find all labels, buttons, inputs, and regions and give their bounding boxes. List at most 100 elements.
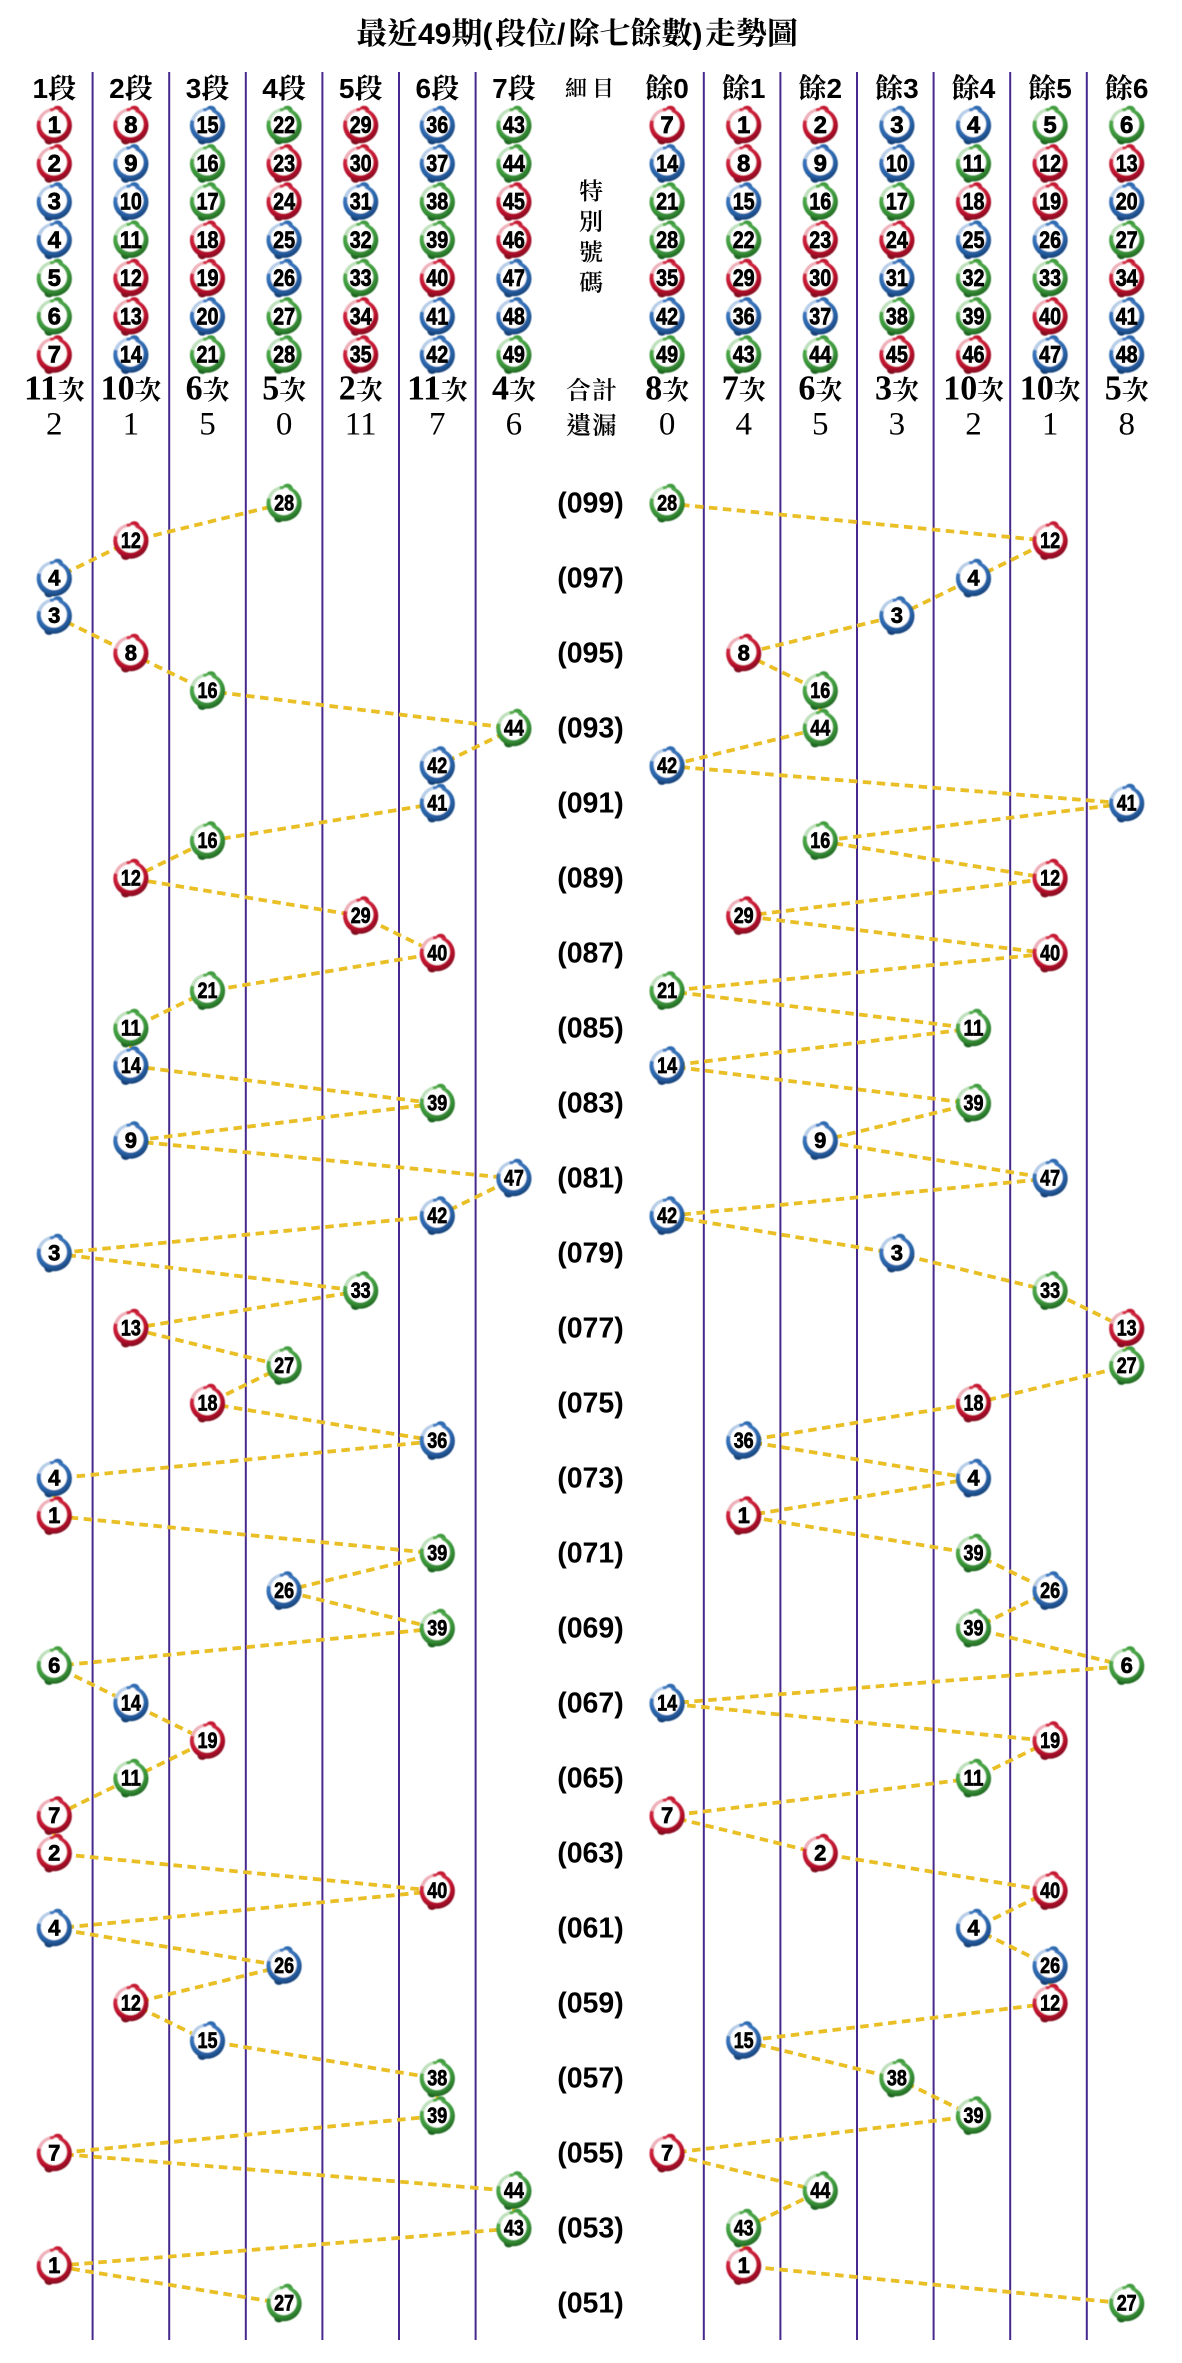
svg-text:28: 28 bbox=[273, 342, 295, 369]
svg-text:18: 18 bbox=[963, 189, 985, 216]
svg-text:3: 3 bbox=[875, 369, 892, 408]
svg-text:27: 27 bbox=[273, 303, 295, 330]
svg-text:38: 38 bbox=[887, 2065, 907, 2090]
svg-text:2: 2 bbox=[965, 407, 982, 443]
svg-text:39: 39 bbox=[427, 1090, 447, 1115]
svg-text:7: 7 bbox=[661, 2140, 673, 2165]
svg-text:6: 6 bbox=[1133, 73, 1149, 104]
svg-text:10: 10 bbox=[101, 369, 135, 408]
svg-text:29: 29 bbox=[351, 903, 371, 928]
svg-text:30: 30 bbox=[350, 150, 372, 177]
svg-text:33: 33 bbox=[351, 1278, 371, 1303]
svg-text:16: 16 bbox=[810, 678, 830, 703]
svg-text:29: 29 bbox=[734, 903, 754, 928]
svg-text:0: 0 bbox=[659, 407, 676, 443]
svg-text:2: 2 bbox=[109, 73, 125, 104]
svg-text:44: 44 bbox=[504, 715, 525, 740]
svg-text:48: 48 bbox=[503, 303, 525, 330]
svg-text:11: 11 bbox=[345, 407, 377, 443]
svg-text:4: 4 bbox=[48, 1465, 61, 1490]
svg-text:16: 16 bbox=[198, 828, 218, 853]
svg-text:1: 1 bbox=[738, 2253, 750, 2278]
svg-text:43: 43 bbox=[503, 112, 525, 139]
svg-text:4: 4 bbox=[48, 565, 61, 590]
svg-text:30: 30 bbox=[809, 265, 831, 292]
svg-text:45: 45 bbox=[886, 342, 908, 369]
svg-text:5: 5 bbox=[1056, 73, 1072, 104]
svg-text:6: 6 bbox=[506, 407, 523, 443]
svg-text:(097): (097) bbox=[557, 563, 624, 595]
svg-text:13: 13 bbox=[1116, 150, 1138, 177]
svg-text:40: 40 bbox=[427, 940, 447, 965]
svg-text:1: 1 bbox=[48, 1503, 60, 1528]
svg-text:(061): (061) bbox=[557, 1913, 624, 1945]
svg-text:5: 5 bbox=[199, 407, 216, 443]
svg-text:7: 7 bbox=[429, 407, 446, 443]
svg-text:27: 27 bbox=[1116, 227, 1138, 254]
svg-text:6: 6 bbox=[48, 303, 61, 330]
svg-text:19: 19 bbox=[197, 265, 219, 292]
svg-text:1: 1 bbox=[750, 73, 766, 104]
svg-text:47: 47 bbox=[504, 1165, 524, 1190]
svg-text:(075): (075) bbox=[557, 1388, 624, 1420]
svg-text:15: 15 bbox=[733, 189, 755, 216]
svg-text:44: 44 bbox=[503, 150, 526, 177]
svg-text:39: 39 bbox=[964, 1090, 984, 1115]
svg-text:6: 6 bbox=[1121, 1653, 1133, 1678]
svg-text:36: 36 bbox=[426, 112, 448, 139]
svg-text:4: 4 bbox=[492, 369, 509, 408]
svg-text:9: 9 bbox=[125, 1128, 137, 1153]
svg-text:44: 44 bbox=[504, 2178, 525, 2203]
svg-text:3: 3 bbox=[890, 112, 903, 139]
svg-text:1: 1 bbox=[123, 407, 140, 443]
svg-text:3: 3 bbox=[891, 603, 903, 628]
svg-text:49: 49 bbox=[503, 342, 525, 369]
svg-text:5: 5 bbox=[1105, 369, 1122, 408]
svg-text:45: 45 bbox=[503, 189, 525, 216]
svg-text:(077): (077) bbox=[557, 1313, 624, 1345]
svg-text:39: 39 bbox=[964, 1540, 984, 1565]
svg-text:17: 17 bbox=[197, 189, 219, 216]
svg-text:11: 11 bbox=[964, 1765, 984, 1790]
svg-text:15: 15 bbox=[197, 112, 219, 139]
svg-text:2: 2 bbox=[339, 369, 356, 408]
svg-text:2: 2 bbox=[46, 407, 63, 443]
svg-text:42: 42 bbox=[656, 303, 678, 330]
svg-text:14: 14 bbox=[657, 1053, 678, 1078]
svg-text:6: 6 bbox=[186, 369, 203, 408]
svg-text:39: 39 bbox=[427, 1540, 447, 1565]
svg-text:(057): (057) bbox=[557, 2063, 624, 2095]
svg-text:40: 40 bbox=[427, 1878, 447, 1903]
svg-text:8: 8 bbox=[737, 150, 750, 177]
svg-text:34: 34 bbox=[350, 303, 373, 330]
svg-text:6: 6 bbox=[48, 1653, 60, 1678]
svg-text:4: 4 bbox=[735, 407, 752, 443]
svg-text:2: 2 bbox=[48, 150, 61, 177]
svg-text:(091): (091) bbox=[557, 788, 624, 820]
svg-text:7: 7 bbox=[492, 73, 508, 104]
svg-text:(055): (055) bbox=[557, 2138, 624, 2170]
svg-text:26: 26 bbox=[274, 1953, 294, 1978]
svg-text:10: 10 bbox=[1020, 369, 1054, 408]
svg-text:22: 22 bbox=[733, 227, 755, 254]
svg-text:(089): (089) bbox=[557, 863, 624, 895]
svg-text:33: 33 bbox=[1040, 1278, 1060, 1303]
svg-text:3: 3 bbox=[48, 1240, 60, 1265]
svg-text:44: 44 bbox=[810, 2178, 831, 2203]
svg-text:4: 4 bbox=[967, 565, 980, 590]
svg-text:(085): (085) bbox=[557, 1013, 624, 1045]
svg-text:19: 19 bbox=[1040, 1728, 1060, 1753]
svg-text:(065): (065) bbox=[557, 1763, 624, 1795]
svg-text:11: 11 bbox=[24, 369, 58, 408]
svg-text:6: 6 bbox=[1120, 112, 1133, 139]
svg-text:39: 39 bbox=[426, 227, 448, 254]
svg-text:19: 19 bbox=[198, 1728, 218, 1753]
svg-text:3: 3 bbox=[48, 603, 60, 628]
svg-text:6: 6 bbox=[416, 73, 432, 104]
svg-text:34: 34 bbox=[1116, 265, 1139, 292]
svg-text:(095): (095) bbox=[557, 638, 624, 670]
svg-text:5: 5 bbox=[339, 73, 355, 104]
svg-text:(073): (073) bbox=[557, 1463, 624, 1495]
svg-text:24: 24 bbox=[886, 227, 909, 254]
svg-text:9: 9 bbox=[814, 1128, 826, 1153]
